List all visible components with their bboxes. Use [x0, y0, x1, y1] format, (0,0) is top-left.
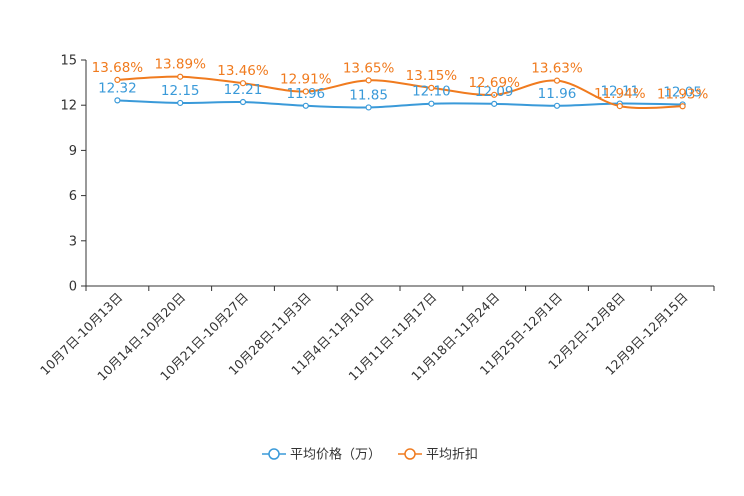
data-labels: 12.32 12.15 12.21 11.96 11.85 12.10 12.09 11.96…	[92, 57, 709, 104]
legend-swatch-marker	[404, 448, 416, 460]
data-label: 13.63%	[531, 61, 583, 77]
series-point	[365, 77, 372, 84]
series-point	[114, 97, 121, 104]
y-tick-label: 15	[60, 54, 77, 69]
legend-item-2[interactable]: 平均折扣	[398, 448, 478, 463]
series-point	[428, 100, 435, 107]
data-label: 12.91%	[280, 71, 332, 87]
data-label: 12.32	[98, 80, 137, 96]
y-tick-label: 6	[69, 189, 77, 204]
y-tick-label: 12	[60, 99, 77, 114]
legend-swatch-marker	[268, 448, 280, 460]
data-label: 12.05	[663, 84, 702, 100]
series-point	[302, 102, 309, 109]
series-point	[177, 73, 184, 80]
y-tick-label: 0	[69, 280, 77, 295]
series-point	[679, 103, 686, 110]
series-point	[491, 91, 498, 98]
data-label: 12.11	[600, 84, 639, 100]
series-point	[553, 102, 561, 109]
data-label: 11.94%	[594, 86, 646, 102]
legend-item-1[interactable]: 平均价格（万）	[262, 447, 381, 463]
data-label: 12.10	[412, 84, 451, 100]
series-point	[239, 80, 247, 87]
y-tick-label: 9	[69, 144, 77, 159]
axes: 0369121510月7日-10月13日10月14日-10月20日10月21日-…	[37, 54, 715, 384]
data-label: 13.15%	[406, 68, 458, 84]
series-point	[114, 76, 121, 83]
legend-label: 平均折扣	[426, 448, 478, 463]
data-label: 11.85	[349, 87, 388, 103]
data-label: 12.69%	[468, 75, 520, 91]
data-label: 13.65%	[343, 60, 395, 76]
series-line-1	[117, 99, 683, 109]
data-label: 12.09	[475, 84, 514, 100]
series-point	[428, 84, 435, 91]
series-point	[239, 98, 247, 106]
legend[interactable]: 平均价格（万） 平均折扣	[262, 447, 478, 463]
data-label: 11.93%	[657, 86, 709, 102]
data-label: 12.21	[224, 82, 263, 98]
series-point	[491, 100, 498, 107]
data-label: 12.15	[161, 83, 200, 99]
series-line-2	[117, 75, 683, 110]
data-label: 13.89%	[154, 57, 206, 73]
data-label: 13.46%	[217, 63, 269, 79]
data-label: 11.96	[538, 86, 577, 102]
series-point	[302, 88, 309, 95]
series-point	[177, 99, 184, 107]
y-tick-label: 3	[69, 234, 77, 249]
data-label: 13.68%	[92, 60, 144, 76]
data-label: 11.96	[286, 86, 325, 102]
series-point	[553, 77, 561, 84]
legend-label: 平均价格（万）	[290, 447, 381, 463]
series-point	[365, 104, 372, 111]
series-layer	[114, 73, 686, 111]
series-point	[616, 103, 623, 110]
